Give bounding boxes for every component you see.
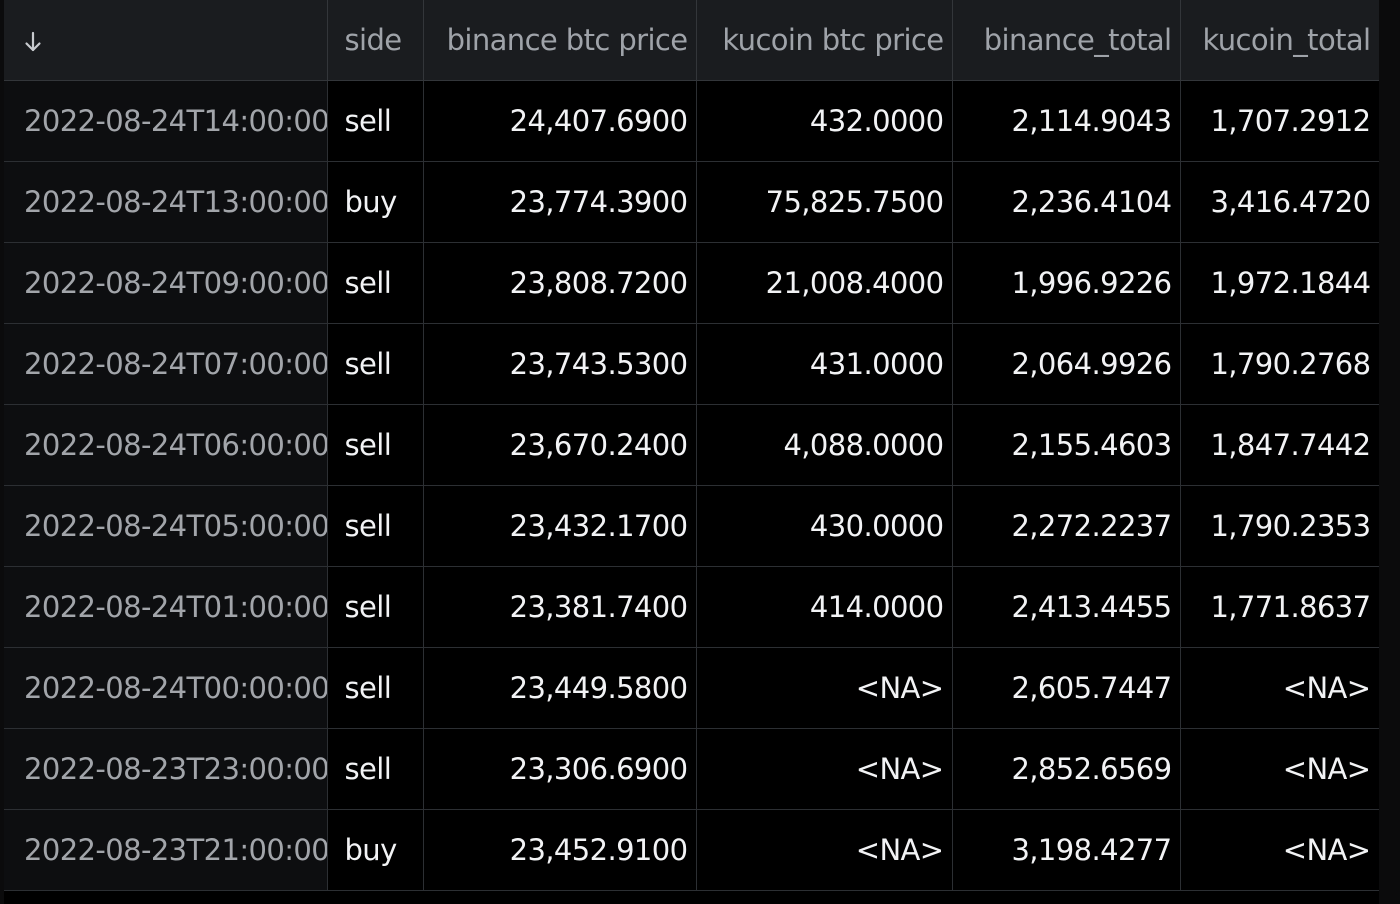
table-row[interactable]: 2022-08-24T00:00:00 sell 23,449.5800 <NA…: [4, 647, 1379, 729]
row-index-cell[interactable]: 2022-08-24T06:00:00: [4, 404, 328, 486]
row-index-cell[interactable]: 2022-08-23T21:00:00: [4, 809, 328, 891]
binance-btc-price-cell[interactable]: 23,381.7400: [423, 566, 697, 648]
binance-btc-price-cell[interactable]: 23,808.7200: [423, 242, 697, 324]
left-gutter: [0, 0, 4, 904]
kucoin-total-cell[interactable]: 1,847.7442: [1180, 404, 1379, 486]
side-cell[interactable]: sell: [327, 80, 424, 162]
column-header-kucoin-btc-price[interactable]: kucoin btc price: [696, 0, 953, 81]
row-index-cell[interactable]: 2022-08-24T14:00:00: [4, 80, 328, 162]
side-cell[interactable]: sell: [327, 323, 424, 405]
binance-total-cell[interactable]: 2,155.4603: [952, 404, 1181, 486]
binance-total-cell[interactable]: 2,114.9043: [952, 80, 1181, 162]
table-row[interactable]: 2022-08-24T07:00:00 sell 23,743.5300 431…: [4, 323, 1379, 405]
data-grid: side binance btc price kucoin btc price …: [4, 0, 1379, 891]
row-index-cell[interactable]: 2022-08-24T07:00:00: [4, 323, 328, 405]
kucoin-btc-price-cell[interactable]: 75,825.7500: [696, 161, 953, 243]
side-cell[interactable]: sell: [327, 485, 424, 567]
dataframe-table: side binance btc price kucoin btc price …: [4, 0, 1379, 904]
binance-total-cell[interactable]: 2,852.6569: [952, 728, 1181, 810]
row-index-cell[interactable]: 2022-08-24T05:00:00: [4, 485, 328, 567]
table-row[interactable]: 2022-08-24T06:00:00 sell 23,670.2400 4,0…: [4, 404, 1379, 486]
table-row[interactable]: 2022-08-24T14:00:00 sell 24,407.6900 432…: [4, 80, 1379, 162]
kucoin-btc-price-cell[interactable]: 431.0000: [696, 323, 953, 405]
column-header-kucoin-total[interactable]: kucoin_total: [1180, 0, 1379, 81]
kucoin-btc-price-cell[interactable]: <NA>: [696, 647, 953, 729]
table-row[interactable]: 2022-08-23T23:00:00 sell 23,306.6900 <NA…: [4, 728, 1379, 810]
header-row: side binance btc price kucoin btc price …: [4, 0, 1379, 81]
row-index-cell[interactable]: 2022-08-24T00:00:00: [4, 647, 328, 729]
kucoin-total-cell[interactable]: 1,790.2768: [1180, 323, 1379, 405]
kucoin-btc-price-cell[interactable]: 430.0000: [696, 485, 953, 567]
binance-btc-price-cell[interactable]: 23,452.9100: [423, 809, 697, 891]
row-index-cell[interactable]: 2022-08-24T01:00:00: [4, 566, 328, 648]
binance-total-cell[interactable]: 2,064.9926: [952, 323, 1181, 405]
binance-total-cell[interactable]: 2,236.4104: [952, 161, 1181, 243]
binance-btc-price-cell[interactable]: 23,743.5300: [423, 323, 697, 405]
binance-total-cell[interactable]: 3,198.4277: [952, 809, 1181, 891]
kucoin-btc-price-cell[interactable]: 432.0000: [696, 80, 953, 162]
index-column-header[interactable]: [4, 0, 328, 81]
table-row[interactable]: 2022-08-24T01:00:00 sell 23,381.7400 414…: [4, 566, 1379, 648]
kucoin-total-cell[interactable]: <NA>: [1180, 647, 1379, 729]
binance-total-cell[interactable]: 2,272.2237: [952, 485, 1181, 567]
kucoin-total-cell[interactable]: <NA>: [1180, 809, 1379, 891]
side-cell[interactable]: buy: [327, 809, 424, 891]
kucoin-total-cell[interactable]: 1,707.2912: [1180, 80, 1379, 162]
column-header-binance-total[interactable]: binance_total: [952, 0, 1181, 81]
side-cell[interactable]: sell: [327, 728, 424, 810]
column-header-side[interactable]: side: [327, 0, 424, 81]
side-cell[interactable]: buy: [327, 161, 424, 243]
side-cell[interactable]: sell: [327, 647, 424, 729]
kucoin-total-cell[interactable]: 1,972.1844: [1180, 242, 1379, 324]
kucoin-btc-price-cell[interactable]: 414.0000: [696, 566, 953, 648]
binance-btc-price-cell[interactable]: 23,432.1700: [423, 485, 697, 567]
table-row[interactable]: 2022-08-24T09:00:00 sell 23,808.7200 21,…: [4, 242, 1379, 324]
arrow-down-icon[interactable]: [22, 29, 44, 55]
column-header-binance-btc-price[interactable]: binance btc price: [423, 0, 697, 81]
kucoin-total-cell[interactable]: 1,771.8637: [1180, 566, 1379, 648]
binance-btc-price-cell[interactable]: 23,670.2400: [423, 404, 697, 486]
table-row[interactable]: 2022-08-24T13:00:00 buy 23,774.3900 75,8…: [4, 161, 1379, 243]
side-cell[interactable]: sell: [327, 242, 424, 324]
right-gutter: [1379, 0, 1400, 904]
kucoin-btc-price-cell[interactable]: 4,088.0000: [696, 404, 953, 486]
row-index-cell[interactable]: 2022-08-23T23:00:00: [4, 728, 328, 810]
row-index-cell[interactable]: 2022-08-24T13:00:00: [4, 161, 328, 243]
side-cell[interactable]: sell: [327, 566, 424, 648]
table-row[interactable]: 2022-08-24T05:00:00 sell 23,432.1700 430…: [4, 485, 1379, 567]
binance-btc-price-cell[interactable]: 23,774.3900: [423, 161, 697, 243]
binance-btc-price-cell[interactable]: 24,407.6900: [423, 80, 697, 162]
table-row[interactable]: 2022-08-23T21:00:00 buy 23,452.9100 <NA>…: [4, 809, 1379, 891]
binance-total-cell[interactable]: 2,413.4455: [952, 566, 1181, 648]
kucoin-total-cell[interactable]: 3,416.4720: [1180, 161, 1379, 243]
row-index-cell[interactable]: 2022-08-24T09:00:00: [4, 242, 328, 324]
binance-btc-price-cell[interactable]: 23,306.6900: [423, 728, 697, 810]
binance-total-cell[interactable]: 2,605.7447: [952, 647, 1181, 729]
binance-btc-price-cell[interactable]: 23,449.5800: [423, 647, 697, 729]
side-cell[interactable]: sell: [327, 404, 424, 486]
kucoin-btc-price-cell[interactable]: <NA>: [696, 728, 953, 810]
kucoin-total-cell[interactable]: <NA>: [1180, 728, 1379, 810]
binance-total-cell[interactable]: 1,996.9226: [952, 242, 1181, 324]
kucoin-total-cell[interactable]: 1,790.2353: [1180, 485, 1379, 567]
kucoin-btc-price-cell[interactable]: 21,008.4000: [696, 242, 953, 324]
kucoin-btc-price-cell[interactable]: <NA>: [696, 809, 953, 891]
